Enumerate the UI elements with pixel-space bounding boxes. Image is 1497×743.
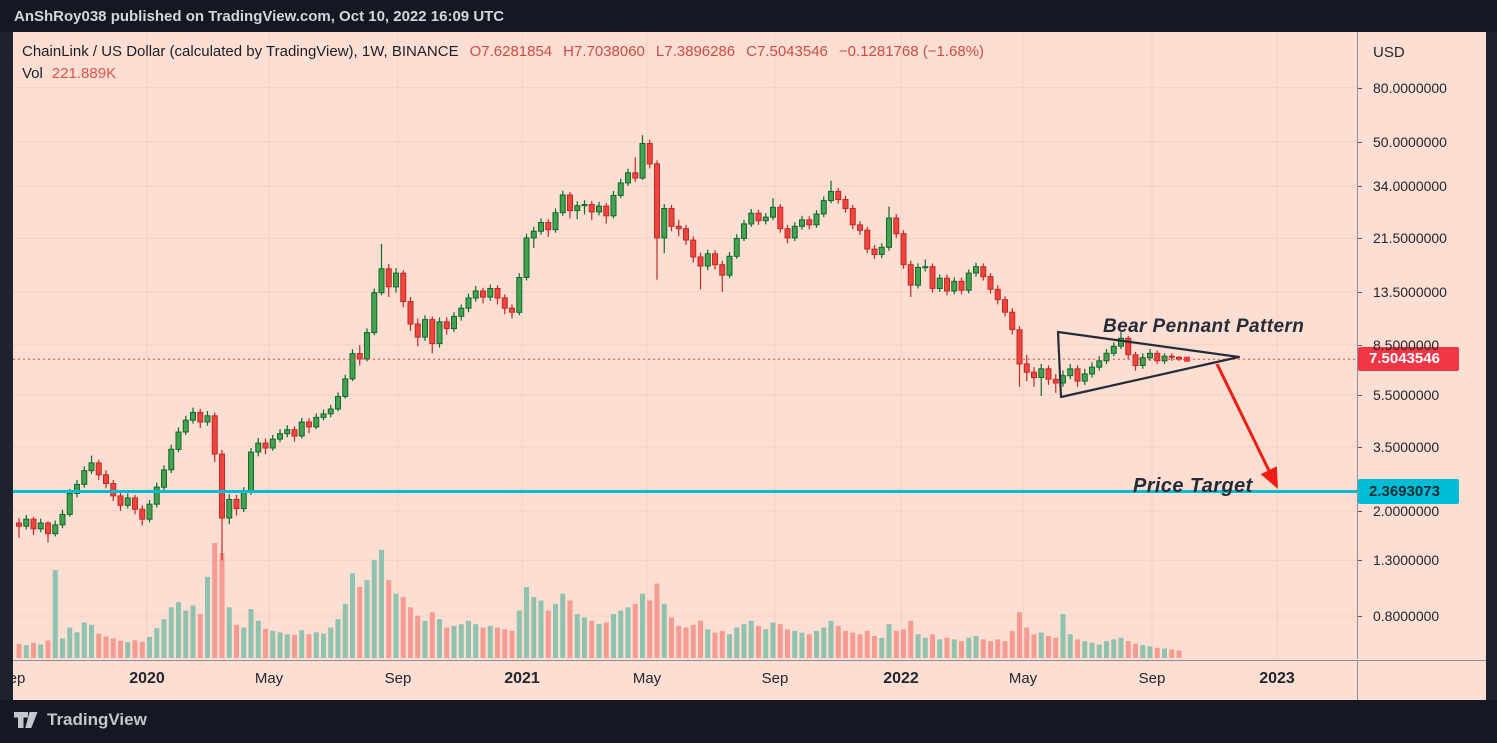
price-axis-label: 8.5000000: [1373, 336, 1440, 353]
target-price-badge: 2.3693073: [1358, 478, 1459, 504]
grid: [13, 32, 1357, 659]
price-axis-label: 0.8000000: [1373, 608, 1440, 624]
price-target-annotation-label: Price Target: [1133, 475, 1253, 497]
price-axis-label: 1.3000000: [1373, 552, 1440, 569]
time-axis-label: 2020: [129, 670, 165, 687]
time-axis-label: May: [632, 670, 662, 687]
candles: [16, 135, 1182, 561]
price-axis-tick: [1358, 511, 1362, 512]
pennant-drawing[interactable]: [1056, 330, 1241, 399]
legend-line-1: ChainLink / US Dollar (calculated by Tra…: [22, 41, 984, 63]
time-axis-label: 2023: [1259, 670, 1295, 687]
time-axis-label: 2021: [504, 670, 540, 687]
tradingview-logo[interactable]: TradingView: [13, 710, 147, 730]
price-axis-label: 3.5000000: [1373, 438, 1440, 455]
price-axis-tick: [1358, 142, 1362, 143]
time-axis-label: Sep: [1138, 670, 1166, 687]
ohlc-low: L7.3896286: [655, 43, 736, 60]
ohlc-high: H7.7038060: [563, 43, 645, 60]
price-axis-label: 34.0000000: [1373, 177, 1447, 194]
price-axis-label: 2.0000000: [1373, 502, 1440, 519]
volume-bars: [16, 543, 1182, 659]
price-axis-tick: [1358, 616, 1362, 617]
time-axis-label: Sep: [384, 670, 412, 687]
last-price-badge: 7.5043546: [1358, 347, 1459, 372]
price-axis-tick: [1358, 292, 1362, 293]
breakdown-arrow[interactable]: [1215, 363, 1278, 490]
price-axis-label: 5.5000000: [1373, 386, 1440, 403]
price-axis-tick: [1358, 395, 1362, 396]
time-axis-label: Sep: [13, 670, 26, 687]
publish-info: AnShRoy038 published on TradingView.com,…: [14, 8, 505, 25]
axis-corner: [1358, 660, 1486, 701]
footer-bar: TradingView: [0, 700, 1497, 743]
tradingview-logo-icon: [14, 712, 38, 728]
price-axis-label: 13.5000000: [1373, 283, 1447, 300]
price-pane[interactable]: ChainLink / US Dollar (calculated by Tra…: [13, 32, 1358, 659]
price-axis-tick: [1358, 345, 1362, 346]
time-axis-label: May: [1008, 670, 1038, 687]
volume-label: Vol: [22, 65, 43, 82]
price-axis-tick: [1358, 560, 1362, 561]
price-axis-label: 21.5000000: [1373, 230, 1447, 247]
pennant-annotation-label: Bear Pennant Pattern: [1103, 316, 1305, 337]
chart-panel: ChainLink / US Dollar (calculated by Tra…: [13, 32, 1486, 701]
legend-line-2: Vol 221.889K: [22, 63, 984, 85]
last-price-line: [13, 356, 1357, 362]
ohlc-close: C7.5043546: [746, 43, 828, 60]
symbol-title: ChainLink / US Dollar (calculated by Tra…: [22, 43, 459, 60]
ohlc-change: −0.1281768 (−1.68%): [838, 43, 985, 60]
publish-bar: AnShRoy038 published on TradingView.com,…: [0, 0, 1497, 32]
price-axis[interactable]: USD 7.5043546 2.3693073 80.0000000 50.000…: [1358, 32, 1486, 659]
volume-value: 221.889K: [51, 65, 117, 82]
chart-canvas[interactable]: [13, 32, 1357, 659]
currency-label: USD: [1373, 44, 1405, 61]
price-axis-tick: [1358, 447, 1362, 448]
price-axis-tick: [1358, 88, 1362, 89]
chart-legend: ChainLink / US Dollar (calculated by Tra…: [22, 41, 984, 85]
price-axis-label: 80.0000000: [1373, 79, 1447, 96]
price-axis-tick: [1358, 238, 1362, 239]
tradingview-logo-text: TradingView: [47, 710, 147, 729]
time-axis-label: Sep: [761, 670, 789, 687]
price-axis-label: 50.0000000: [1373, 133, 1447, 150]
price-axis-tick: [1358, 186, 1362, 187]
time-axis[interactable]: Sep 2020 May Sep 2021 May Sep 2022 May Sep 2023: [13, 660, 1358, 701]
time-axis-label: 2022: [883, 670, 919, 687]
time-axis-label: May: [254, 670, 284, 687]
ohlc-open: O7.6281854: [469, 43, 553, 60]
